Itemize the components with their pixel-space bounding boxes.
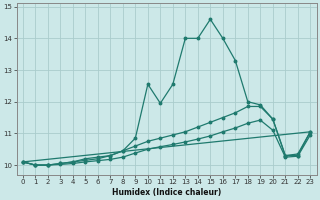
X-axis label: Humidex (Indice chaleur): Humidex (Indice chaleur) (112, 188, 221, 197)
